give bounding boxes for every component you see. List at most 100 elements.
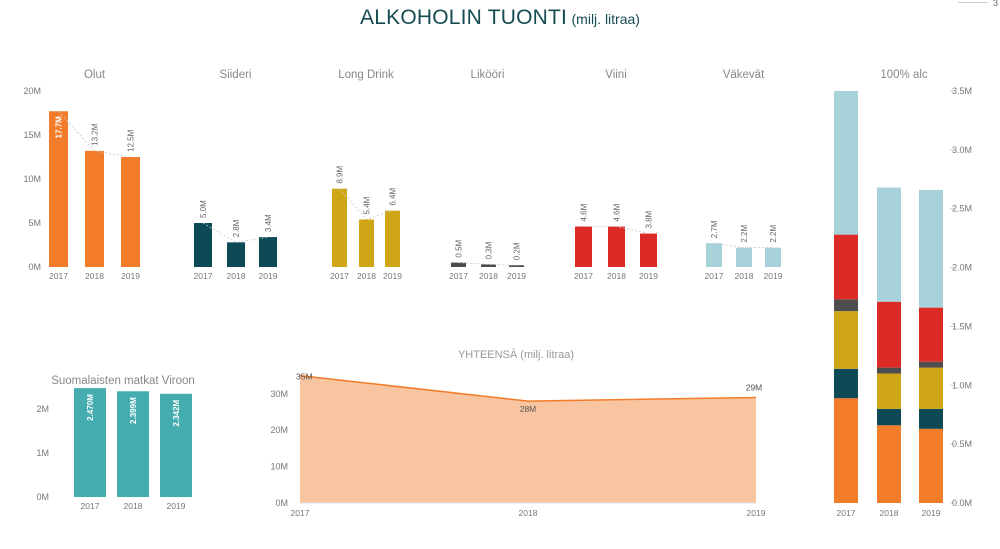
area-fill [300,375,756,503]
bar [481,264,496,267]
x-tick-label: 2019 [121,271,140,281]
chart-vakevat: Väkevät 2017 2018 2019 2.7M 2.2M 2.2M [705,69,783,281]
data-label: 17.7M [55,116,64,139]
data-label: 29M [746,382,763,392]
y-tick-label: 2.0M [952,263,972,273]
x-tick-label: 2018 [607,271,626,281]
data-label: 2.7M [710,220,719,238]
data-label: 2.470M [86,394,95,421]
data-label: 0.5M [455,239,464,257]
bar [359,219,374,267]
chart-title: Long Drink [338,69,394,81]
y-tick-label: 1M [36,448,49,458]
x-tick-label: 2018 [357,271,376,281]
chart-likoori: Likööri 2017 2018 2019 0.5M 0.3M 0.2M [449,69,526,281]
bar [85,150,104,267]
chart-siideri: Siideri 2017 2018 2019 5.0M 2.8M 3.4M [194,69,278,281]
x-tick-label: 2018 [124,501,143,511]
x-tick-label: 2019 [259,271,278,281]
y-tick-label: 30M [270,389,288,399]
bar [706,243,722,267]
bar [160,393,192,497]
bar [765,247,781,267]
bar [451,262,466,267]
y-tick-label: 15M [23,130,41,140]
x-tick-label: 2017 [330,271,349,281]
chart-title: Likööri [471,69,505,81]
chart-title: Viini [605,69,627,81]
data-label: 35M [296,372,313,382]
bar [332,188,347,267]
y-tick-label: 0M [275,498,288,508]
y-tick-label: 0M [28,262,41,272]
stacked-segment [834,299,858,312]
stacked-segment [877,425,901,503]
data-label: 4.6M [580,203,589,221]
x-tick-label: 2019 [922,508,941,518]
x-tick-label: 2017 [81,501,100,511]
bar [640,233,657,267]
chart-yhteensa: YHTEENSÄ (milj. litraa) 0M 10M 20M 30M 35M 201… [270,349,765,518]
data-label: 2.399M [129,397,138,424]
chart-viini: Viini 2017 2018 2019 4.6M 4.6M 3.8M [574,69,658,281]
data-label: 28M [520,404,537,414]
y-tick-label: 20M [23,86,41,96]
chart-title: Olut [84,69,106,81]
x-tick-label: 2017 [705,271,724,281]
bar [575,226,592,267]
stacked-segment [919,408,943,429]
y-tick-label: 5M [28,218,41,228]
stacked-segment [877,408,901,426]
bar [608,226,625,267]
trend-line [713,242,773,249]
chart-matkat: Suomalaisten matkat Viroon 0M 1M 2M 2.470M 20… [36,375,194,511]
y-tick-label: 20M [270,425,288,435]
bar [121,157,140,267]
data-label: 6.4M [389,188,398,206]
bar [117,391,149,497]
chart-title: Väkevät [723,69,765,81]
trend-line [339,188,393,220]
y-tick-label: 10M [23,174,41,184]
bar [194,223,212,267]
y-tick-label: 3.5M [952,86,972,96]
bar [736,247,752,267]
x-tick-label: 2017 [837,508,856,518]
data-label: 2.2M [769,225,778,243]
data-label: 5.4M [363,196,372,214]
x-tick-label: 2019 [639,271,658,281]
title-main: ALKOHOLIN TUONTI [360,6,568,29]
data-label: 3.4M [264,214,273,232]
data-label: 3.8M [645,210,654,228]
page-number: 3 [992,0,998,8]
chart-olut: Olut 2017 2018 2019 17.7M 13.2M 12.5M [49,69,140,281]
y-tick-label: 0.0M [952,498,972,508]
bar [227,242,245,267]
x-tick-label: 2017 [291,508,310,518]
y-tick-label: 10M [270,462,288,472]
stacked-segment [919,428,943,503]
data-label: 2.8M [232,219,241,237]
stacked-segment [834,368,858,399]
x-tick-label: 2018 [479,271,498,281]
x-tick-label: 2017 [194,271,213,281]
data-label: 0.3M [485,241,494,259]
chart-alc100: 100% alc 0.0M 0.5M 1.0M 1.5M 2.0M 2.5M 3.0M 3.5M… [834,69,972,518]
y-tick-label: 1.5M [952,321,972,331]
data-label: 12.5M [127,129,136,152]
y-tick-label: 0.5M [952,439,972,449]
data-label: 13.2M [91,123,100,146]
x-tick-label: 2018 [85,271,104,281]
x-tick-label: 2019 [747,508,766,518]
stacked-segment [877,187,901,302]
x-tick-label: 2019 [764,271,783,281]
x-tick-label: 2017 [574,271,593,281]
chart-title: Siideri [220,69,252,81]
data-label: 8.9M [336,166,345,184]
trend-line [202,222,269,243]
bar [259,237,277,267]
data-label: 5.0M [199,200,208,218]
x-tick-label: 2019 [383,271,402,281]
x-tick-label: 2019 [507,271,526,281]
